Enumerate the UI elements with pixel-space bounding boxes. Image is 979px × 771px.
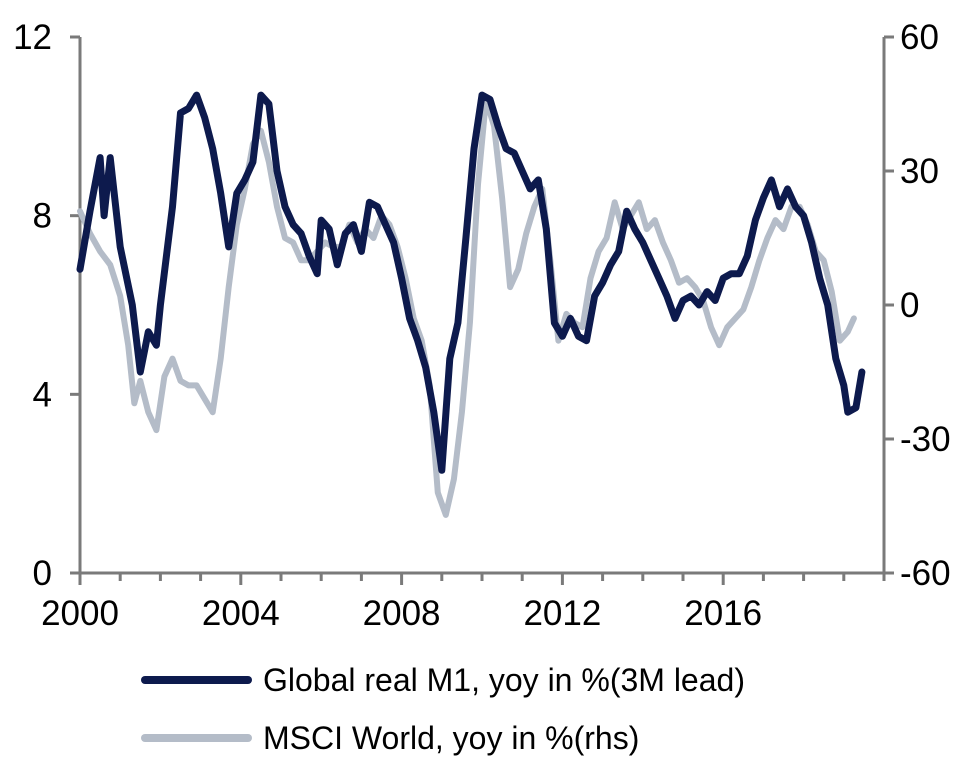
x-tick-label: 2012 xyxy=(523,594,601,633)
plot-area xyxy=(76,91,866,518)
y-right-tick-label: 60 xyxy=(900,18,939,57)
tick-labels: 0 4 8 12 -60 -30 0 30 60 2000 2004 2008 2012 2016 xyxy=(13,18,951,633)
x-tick-label: 2004 xyxy=(202,594,280,633)
legend: Global real M1, yoy in %(3M lead) MSCI Wo… xyxy=(141,662,745,756)
x-tick-label: 2008 xyxy=(363,594,441,633)
axes xyxy=(70,35,894,585)
x-tick-label: 2000 xyxy=(41,594,119,633)
y-left-tick-label: 12 xyxy=(13,18,52,57)
x-tick-label: 2016 xyxy=(684,594,762,633)
y-right-tick-label: -30 xyxy=(900,420,951,459)
y-left-tick-label: 4 xyxy=(33,375,52,414)
legend-item-msci-world: MSCI World, yoy in %(rhs) xyxy=(141,720,639,756)
y-right-tick-label: 30 xyxy=(900,152,939,191)
series-line-msci-world xyxy=(77,96,857,518)
y-left-tick-label: 8 xyxy=(33,197,52,236)
legend-label: MSCI World, yoy in %(rhs) xyxy=(263,720,639,756)
series-line-global-real-m1 xyxy=(76,91,866,474)
y-right-tick-label: -60 xyxy=(900,554,951,593)
legend-label: Global real M1, yoy in %(3M lead) xyxy=(263,662,745,698)
legend-item-global-real-m1: Global real M1, yoy in %(3M lead) xyxy=(141,662,745,698)
y-right-tick-label: 0 xyxy=(900,286,919,325)
y-left-tick-label: 0 xyxy=(33,554,52,593)
